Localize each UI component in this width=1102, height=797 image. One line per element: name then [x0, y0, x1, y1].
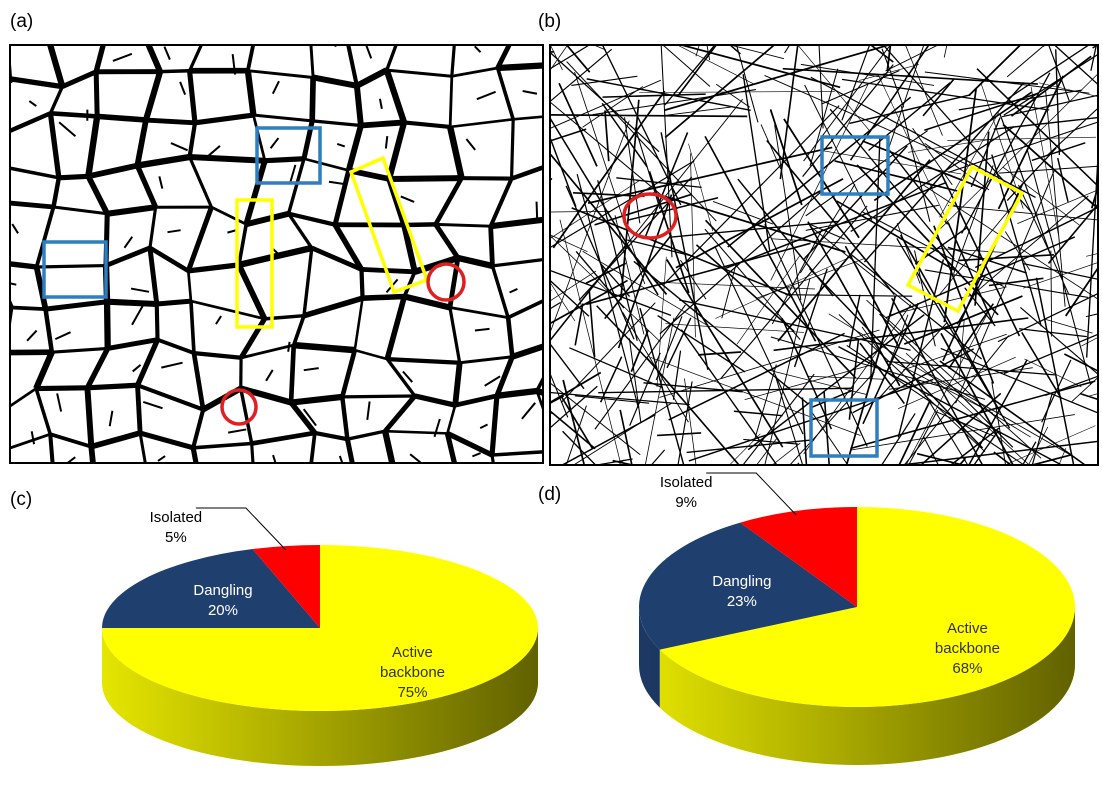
slice-value: 23% — [687, 592, 797, 612]
crack — [55, 488, 96, 492]
slice-category: Isolated — [121, 508, 231, 528]
crack-stub — [101, 470, 116, 476]
crack — [357, 86, 361, 126]
crack — [346, 18, 406, 35]
crack — [138, 385, 141, 433]
slice-category: Dangling — [687, 572, 797, 592]
crack — [36, 388, 87, 389]
nanowire — [1059, 0, 1102, 45]
crack — [389, 178, 461, 179]
crack — [87, 388, 91, 447]
crack — [12, 308, 46, 310]
slice-value: 20% — [168, 601, 278, 621]
crack — [310, 23, 347, 35]
crack — [256, 23, 310, 33]
slice-category: Dangling — [168, 581, 278, 601]
nanowire — [1042, 0, 1044, 47]
panel-label: (a) — [10, 11, 33, 32]
slice-value: 9% — [631, 493, 741, 513]
crack — [291, 345, 294, 402]
nanowire — [505, 460, 624, 569]
crack-stub — [537, 202, 538, 220]
figure: (a) (b) (c)(d) Active backbone75%Danglin… — [0, 0, 1102, 797]
nanowire — [893, 29, 981, 41]
panel-label: (c) — [10, 489, 32, 510]
crack — [4, 78, 5, 133]
crack — [0, 408, 7, 455]
crack — [464, 479, 496, 502]
crack — [107, 31, 145, 37]
crack — [37, 266, 106, 267]
crack — [44, 22, 107, 30]
crack — [97, 116, 146, 120]
nanowire — [906, 28, 956, 35]
crack — [5, 353, 7, 409]
slice-category: Active backbone — [927, 619, 1007, 659]
nanowire — [706, 0, 746, 37]
nanowire — [500, 464, 627, 542]
crack — [513, 30, 539, 38]
slice-label: Isolated5% — [121, 508, 231, 548]
crack-stub — [557, 523, 570, 524]
crack — [145, 31, 208, 36]
crack — [91, 447, 95, 488]
crack — [59, 176, 88, 178]
crack — [512, 119, 514, 178]
crack — [50, 113, 97, 116]
panel-label: (d) — [538, 484, 561, 505]
crack — [307, 500, 360, 503]
crack — [342, 396, 415, 397]
slice-label: Dangling20% — [168, 581, 278, 621]
slice-value: 75% — [372, 683, 452, 703]
crack — [406, 18, 456, 29]
crack — [107, 302, 157, 304]
crack — [255, 493, 307, 500]
crack-stub — [583, 472, 593, 474]
crack — [361, 122, 404, 125]
crack — [265, 159, 304, 161]
nanowire — [1093, 16, 1102, 48]
crack — [0, 133, 5, 165]
crack — [96, 72, 97, 117]
crack — [436, 224, 491, 226]
crack — [157, 304, 158, 340]
crack — [160, 71, 189, 72]
crack — [450, 76, 452, 127]
slice-category: Active backbone — [372, 643, 452, 683]
crack — [150, 490, 202, 496]
crack — [208, 31, 256, 33]
crack — [363, 297, 405, 299]
crack-stub — [512, 478, 517, 488]
panel-label: (b) — [538, 11, 561, 32]
crack — [360, 490, 398, 503]
crack-stub — [521, 502, 537, 503]
crack — [0, 41, 4, 78]
slice-label: Dangling23% — [687, 572, 797, 612]
crack — [95, 488, 149, 490]
nanowire — [786, 0, 1021, 42]
crack — [190, 157, 265, 161]
nanowire — [449, 0, 606, 50]
crack-stub — [218, 467, 238, 471]
crack — [202, 493, 255, 495]
slice-value: 5% — [121, 528, 231, 548]
crack — [157, 301, 191, 304]
slice-label: Active backbone75% — [372, 643, 452, 703]
crack — [107, 302, 108, 349]
slice-label: Active backbone68% — [927, 619, 1007, 679]
crack — [312, 77, 313, 120]
crack — [87, 385, 137, 388]
nanowire — [540, 436, 544, 662]
crack — [491, 226, 493, 266]
crack — [456, 29, 513, 38]
crack — [146, 120, 195, 123]
crack — [398, 490, 464, 503]
slice-category: Isolated — [631, 473, 741, 493]
crack — [361, 269, 362, 298]
crack-stub — [386, 136, 387, 148]
slice-value: 68% — [927, 659, 1007, 679]
slice-label: Isolated9% — [631, 473, 741, 513]
